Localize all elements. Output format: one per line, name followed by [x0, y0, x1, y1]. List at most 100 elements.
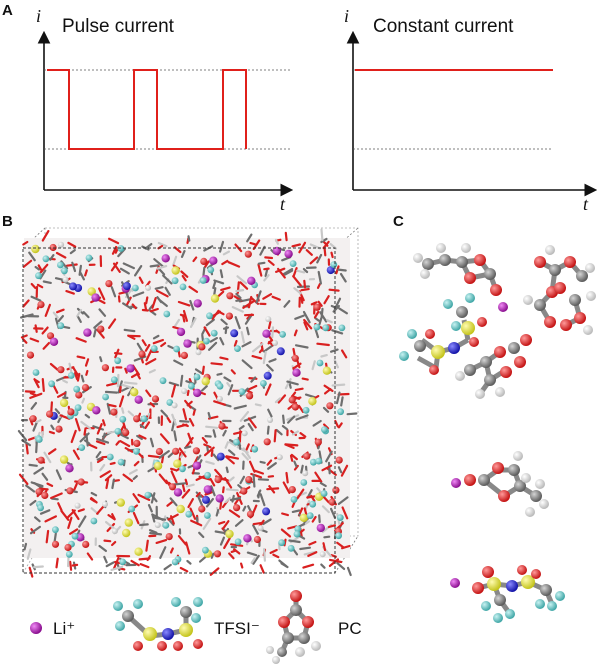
sim-bond — [172, 255, 178, 267]
sim-bond — [297, 404, 305, 413]
sim-bond — [301, 377, 309, 381]
legend-pc-structure — [266, 590, 321, 664]
sim-bond — [216, 372, 223, 376]
sim-atom — [161, 254, 170, 263]
sim-bond — [332, 304, 340, 313]
sim-bond — [107, 318, 117, 329]
sim-bond — [21, 337, 28, 344]
sim-atom — [263, 371, 272, 380]
sim-bond — [274, 238, 279, 245]
sim-bond — [139, 424, 145, 429]
sim-bond — [267, 408, 273, 418]
sim-bond — [159, 546, 167, 560]
sim-atom — [204, 471, 212, 479]
sim-bond — [339, 272, 347, 283]
sim-bond — [163, 563, 172, 571]
sim-bond — [56, 392, 67, 398]
sim-atom — [276, 454, 283, 461]
sim-atom — [335, 456, 343, 464]
sim-bond — [123, 381, 138, 385]
sim-bond — [24, 390, 36, 393]
sim-bond — [269, 548, 278, 555]
pulse-waveform — [47, 69, 247, 150]
sim-bond — [239, 281, 249, 290]
sim-atom — [122, 282, 131, 290]
lithium-ion-central — [498, 302, 508, 312]
sim-bond — [203, 443, 212, 449]
sim-atom — [292, 368, 301, 377]
sim-bond — [291, 509, 301, 513]
sim-atom — [35, 488, 43, 496]
sim-bond — [112, 262, 121, 273]
sim-bond — [34, 324, 38, 333]
sim-atom — [216, 395, 223, 402]
sim-bond — [39, 263, 49, 274]
sim-atom — [78, 444, 86, 451]
sim-atom — [128, 505, 136, 513]
sim-atom — [180, 351, 188, 359]
sim-bond — [156, 296, 163, 304]
sim-bond — [153, 516, 167, 521]
sim-bond — [121, 383, 132, 389]
sim-bond — [340, 464, 349, 477]
sim-bond — [122, 262, 135, 270]
sim-bond — [158, 450, 170, 459]
sim-bond — [189, 299, 195, 311]
sim-bond — [210, 310, 222, 318]
sim-bond — [22, 299, 30, 308]
sim-bond — [280, 562, 289, 569]
sim-bond — [219, 536, 225, 546]
sim-bond — [35, 419, 42, 424]
sim-bond — [336, 561, 346, 571]
sim-atom — [188, 382, 195, 390]
sim-bond — [227, 261, 241, 268]
sim-atom — [55, 425, 63, 433]
sim-bond — [132, 511, 140, 525]
sim-bond — [284, 231, 288, 242]
sim-atom — [85, 254, 93, 262]
pulse-x-axis-label: t — [280, 194, 286, 214]
sim-bond — [28, 436, 36, 441]
sim-bond — [185, 541, 191, 555]
sim-bond — [228, 509, 241, 518]
sim-atom — [48, 380, 55, 388]
sim-bond — [90, 491, 98, 497]
sim-bond — [334, 419, 339, 428]
sim-bond — [331, 383, 346, 387]
sim-bond — [148, 529, 158, 534]
sim-atom — [198, 505, 206, 513]
sim-atom — [238, 388, 246, 395]
sim-atom — [173, 488, 183, 497]
sim-bond — [86, 552, 94, 561]
cluster-molecules — [399, 243, 596, 623]
sim-atom — [31, 244, 40, 254]
sim-atom — [124, 518, 133, 527]
sim-atom — [65, 550, 73, 558]
sim-bond — [41, 230, 50, 242]
sim-bond — [214, 468, 223, 478]
sim-bond — [179, 374, 184, 387]
sim-bond — [145, 358, 157, 366]
sim-atom — [173, 459, 182, 468]
sim-atom — [69, 282, 77, 291]
sim-bond — [247, 422, 254, 432]
sim-bond — [82, 311, 90, 319]
sim-bond — [179, 566, 189, 573]
sim-box-front-face — [22, 247, 336, 574]
sim-bond — [225, 455, 239, 460]
sim-bond — [262, 518, 272, 526]
sim-bond — [296, 269, 306, 274]
sim-bond — [36, 283, 44, 289]
sim-atom — [64, 543, 72, 552]
sim-bond — [323, 246, 327, 257]
sim-bond — [292, 267, 298, 278]
sim-bond — [311, 515, 317, 523]
sim-bond — [47, 448, 57, 455]
sim-bond — [57, 502, 63, 512]
sim-bond — [202, 266, 206, 277]
sim-bond — [18, 473, 29, 485]
sim-bond — [164, 286, 171, 296]
sim-atom — [201, 377, 210, 386]
sim-bond — [288, 382, 292, 389]
sim-bond — [300, 464, 304, 474]
